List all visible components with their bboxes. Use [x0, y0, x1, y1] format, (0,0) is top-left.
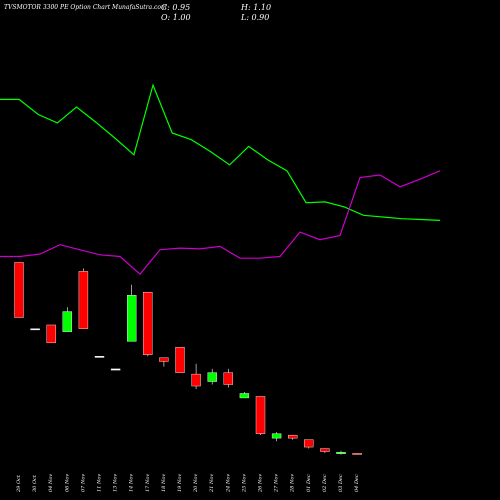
- x-tick-label: 13 Nov: [113, 474, 119, 492]
- x-tick-label: 27 Nov: [274, 474, 280, 493]
- candle-body: [223, 372, 234, 385]
- x-tick-label: 21 Nov: [209, 474, 215, 493]
- candle-body: [143, 292, 153, 355]
- candle-body: [255, 396, 266, 434]
- x-tick-label: 28 Nov: [290, 474, 296, 493]
- x-tick-label: 24 Nov: [225, 474, 231, 493]
- green-indicator-line: [0, 83, 441, 221]
- candle-body: [159, 357, 169, 362]
- x-tick-label: 25 Nov: [241, 474, 247, 493]
- x-tick-label: 06 Nov: [64, 474, 70, 492]
- chart-title: TVSMOTOR 3300 PE Option Chart MunafaSutr…: [4, 4, 167, 11]
- x-tick-label: 11 Nov: [97, 474, 103, 492]
- candle-body: [175, 347, 185, 373]
- x-tick-label: 18 Nov: [161, 474, 167, 492]
- x-tick-label: 04 Nov: [48, 474, 54, 492]
- close-value: C: 0.95: [161, 3, 191, 12]
- x-tick-label: 19 Nov: [177, 474, 183, 492]
- x-tick-label: 04 Dec: [354, 474, 360, 492]
- open-value: O: 1.00: [161, 13, 191, 22]
- candle-body: [191, 373, 201, 387]
- x-tick-label: 02 Dec: [322, 474, 328, 492]
- x-tick-label: 29 Oct: [16, 474, 22, 493]
- candle-body: [62, 311, 72, 332]
- candle-body: [320, 448, 330, 452]
- candle-body: [271, 433, 282, 439]
- x-tick-label: 14 Nov: [129, 474, 135, 492]
- candle-body: [336, 452, 346, 454]
- candle-body: [288, 434, 298, 439]
- candle-body: [352, 453, 362, 455]
- candle-body: [46, 324, 56, 344]
- high-value: H: 1.10: [241, 3, 272, 12]
- x-tick-label: 03 Dec: [338, 474, 344, 492]
- low-value: L: 0.90: [241, 13, 270, 22]
- magenta-indicator-line: [0, 170, 441, 275]
- candle-body: [110, 368, 121, 371]
- x-tick-label: 07 Nov: [80, 474, 86, 492]
- candle-body: [304, 439, 314, 448]
- candle-body: [94, 356, 105, 358]
- x-tick-label: 30 Oct: [32, 474, 38, 492]
- candle-body: [126, 295, 137, 342]
- candle-body: [239, 393, 250, 399]
- candle-body: [30, 328, 40, 331]
- x-tick-label: 26 Nov: [258, 474, 264, 493]
- x-tick-label: 01 Dec: [306, 474, 312, 492]
- x-tick-label: 20 Nov: [193, 474, 199, 493]
- candle-body: [78, 271, 89, 329]
- candle-body: [14, 262, 24, 318]
- x-tick-label: 17 Nov: [145, 474, 151, 492]
- candle-body: [207, 372, 217, 382]
